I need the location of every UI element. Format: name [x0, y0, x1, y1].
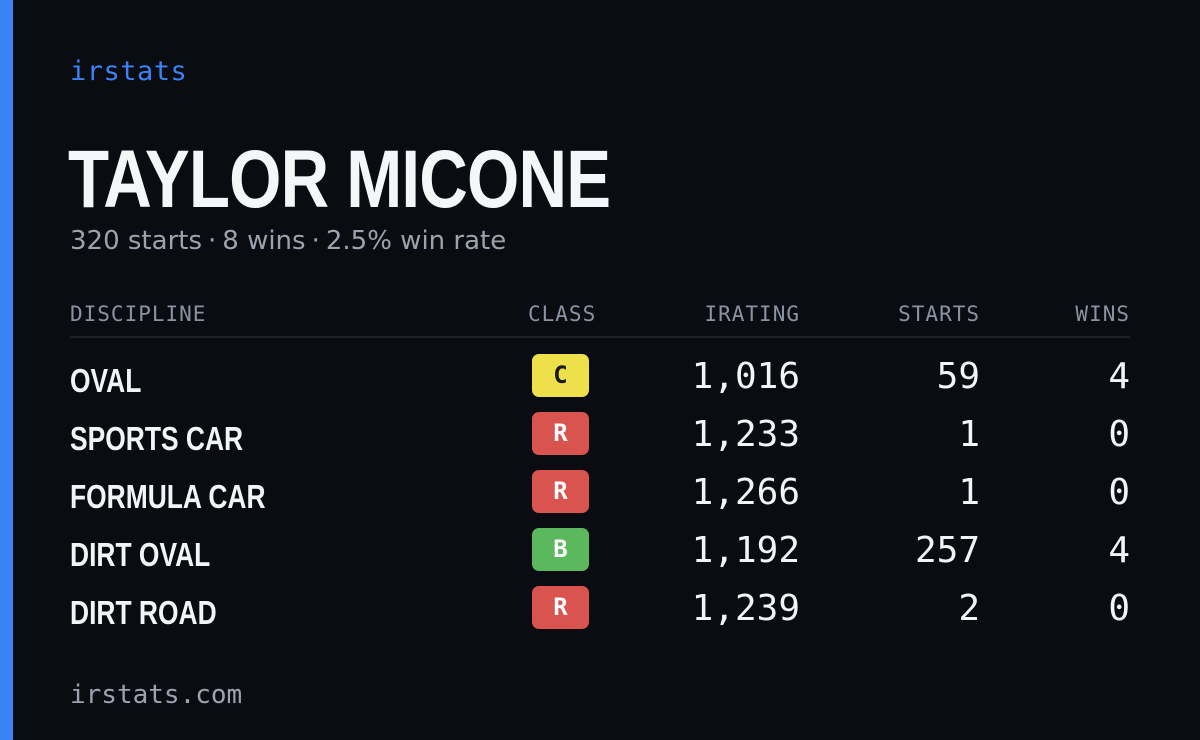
table-row: DIRT OVAL B 1,192 257 4 — [70, 522, 1130, 580]
class-badge: C — [532, 354, 589, 397]
table-row: DIRT ROAD R 1,239 2 0 — [70, 580, 1130, 638]
header-wins: WINS — [1075, 302, 1130, 326]
class-badge: B — [532, 528, 589, 571]
irating-value: 1,239 — [691, 588, 800, 629]
starts-value: 1 — [958, 414, 980, 455]
table-row: FORMULA CAR R 1,266 1 0 — [70, 464, 1130, 522]
accent-bar — [0, 0, 13, 740]
summary-wins: 8 wins — [222, 226, 306, 256]
discipline-name: FORMULA CAR — [70, 478, 266, 515]
discipline-name: DIRT ROAD — [70, 594, 217, 631]
class-badge: R — [532, 412, 589, 455]
table-row: OVAL C 1,016 59 4 — [70, 348, 1130, 406]
header-discipline: DISCIPLINE — [70, 302, 207, 326]
irating-value: 1,192 — [691, 530, 800, 571]
class-badge: R — [532, 470, 589, 513]
wins-value: 0 — [1108, 414, 1130, 455]
irating-value: 1,233 — [691, 414, 800, 455]
discipline-name: OVAL — [70, 362, 142, 399]
header-class: CLASS — [528, 302, 597, 326]
irating-value: 1,016 — [691, 356, 800, 397]
table-row: SPORTS CAR R 1,233 1 0 — [70, 406, 1130, 464]
driver-name: TAYLOR MICONE — [68, 134, 611, 225]
wins-value: 4 — [1108, 530, 1130, 571]
discipline-name: SPORTS CAR — [70, 420, 244, 457]
table-body: OVAL C 1,016 59 4 SPORTS CAR R 1,233 1 0 FORMULA C… — [70, 338, 1130, 638]
wins-value: 0 — [1108, 588, 1130, 629]
starts-value: 1 — [958, 472, 980, 513]
starts-value: 257 — [914, 530, 980, 571]
class-badge: R — [532, 586, 589, 629]
irating-value: 1,266 — [691, 472, 800, 513]
starts-value: 2 — [958, 588, 980, 629]
summary-separator: · — [208, 226, 217, 256]
driver-summary: 320 starts · 8 wins · 2.5% win rate — [70, 226, 506, 256]
wins-value: 4 — [1108, 356, 1130, 397]
footer-url: irstats.com — [70, 680, 243, 710]
summary-win-rate: 2.5% win rate — [325, 226, 507, 256]
summary-separator: · — [311, 226, 320, 256]
summary-starts: 320 starts — [70, 226, 202, 256]
stats-table: DISCIPLINE CLASS IRATING STARTS WINS OVA… — [70, 296, 1130, 638]
wins-value: 0 — [1108, 472, 1130, 513]
table-header: DISCIPLINE CLASS IRATING STARTS WINS — [70, 296, 1130, 338]
brand-logo: irstats — [70, 56, 188, 87]
starts-value: 59 — [936, 356, 980, 397]
header-starts: STARTS — [898, 302, 980, 326]
header-irating: IRATING — [704, 302, 800, 326]
discipline-name: DIRT OVAL — [70, 536, 211, 573]
